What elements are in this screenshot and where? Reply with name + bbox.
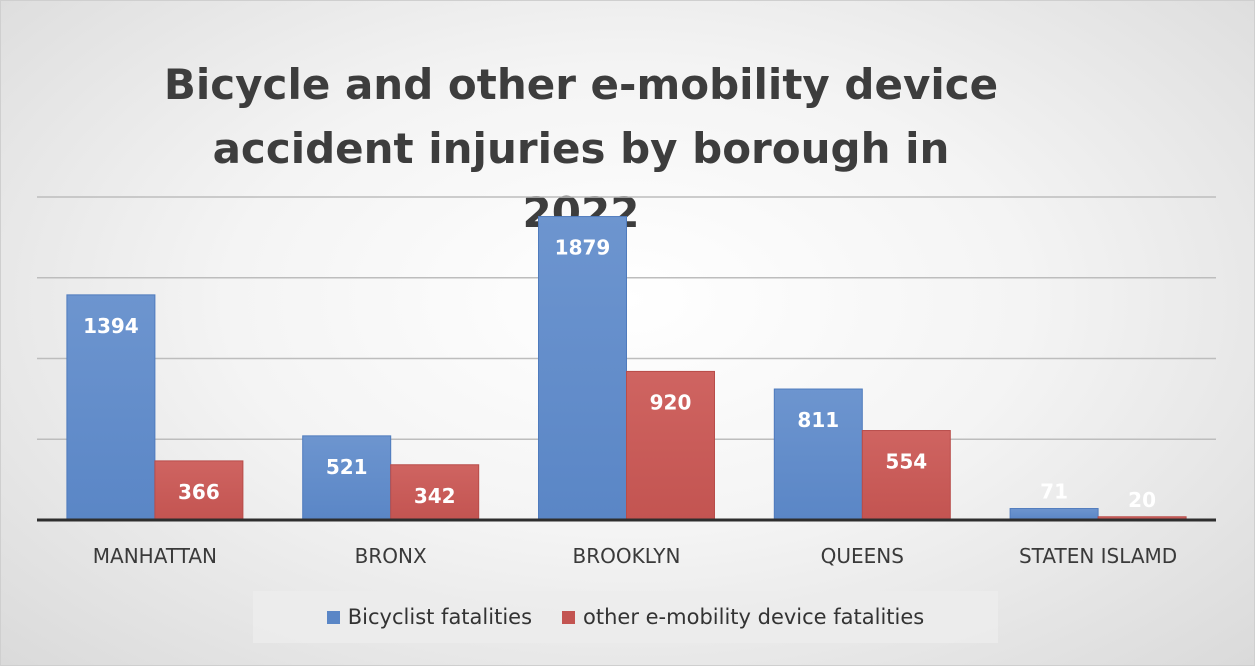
chart-title: Bicycle and other e-mobility device acci… bbox=[163, 60, 999, 237]
bar-emobility-3 bbox=[861, 430, 951, 521]
data-label: 1879 bbox=[555, 236, 611, 260]
data-label: 811 bbox=[797, 408, 839, 432]
bar-bicyclist-0 bbox=[66, 294, 156, 521]
bar-bicyclist-4 bbox=[1009, 508, 1099, 521]
data-label: 342 bbox=[414, 484, 456, 508]
legend-item-emobility: other e-mobility device fatalities bbox=[562, 605, 924, 629]
data-label: 366 bbox=[178, 480, 220, 504]
data-label: 71 bbox=[1040, 480, 1068, 504]
data-label: 1394 bbox=[83, 314, 139, 338]
legend-item-bicyclist: Bicyclist fatalities bbox=[326, 605, 533, 629]
legend-label-bicyclist: Bicyclist fatalities bbox=[347, 605, 533, 629]
legend-swatch-bicyclist bbox=[326, 610, 340, 624]
data-label: 554 bbox=[885, 450, 927, 474]
category-label: STATEN ISLAMD bbox=[1019, 544, 1177, 568]
category-label: BRONX bbox=[355, 544, 427, 568]
data-label: 20 bbox=[1128, 488, 1156, 512]
category-label: QUEENS bbox=[821, 544, 904, 568]
data-label: 521 bbox=[326, 455, 368, 479]
bar-bicyclist-1 bbox=[302, 435, 392, 521]
legend-swatch-emobility bbox=[562, 610, 576, 624]
category-label: MANHATTAN bbox=[93, 544, 217, 568]
legend-label-emobility: other e-mobility device fatalities bbox=[583, 605, 925, 629]
data-label: 920 bbox=[650, 390, 692, 414]
category-label: BROOKLYN bbox=[573, 544, 681, 568]
legend: Bicyclist fatalities other e-mobility de… bbox=[253, 591, 998, 643]
bar-bicyclist-2 bbox=[538, 216, 627, 521]
bar-emobility-2 bbox=[626, 370, 715, 521]
